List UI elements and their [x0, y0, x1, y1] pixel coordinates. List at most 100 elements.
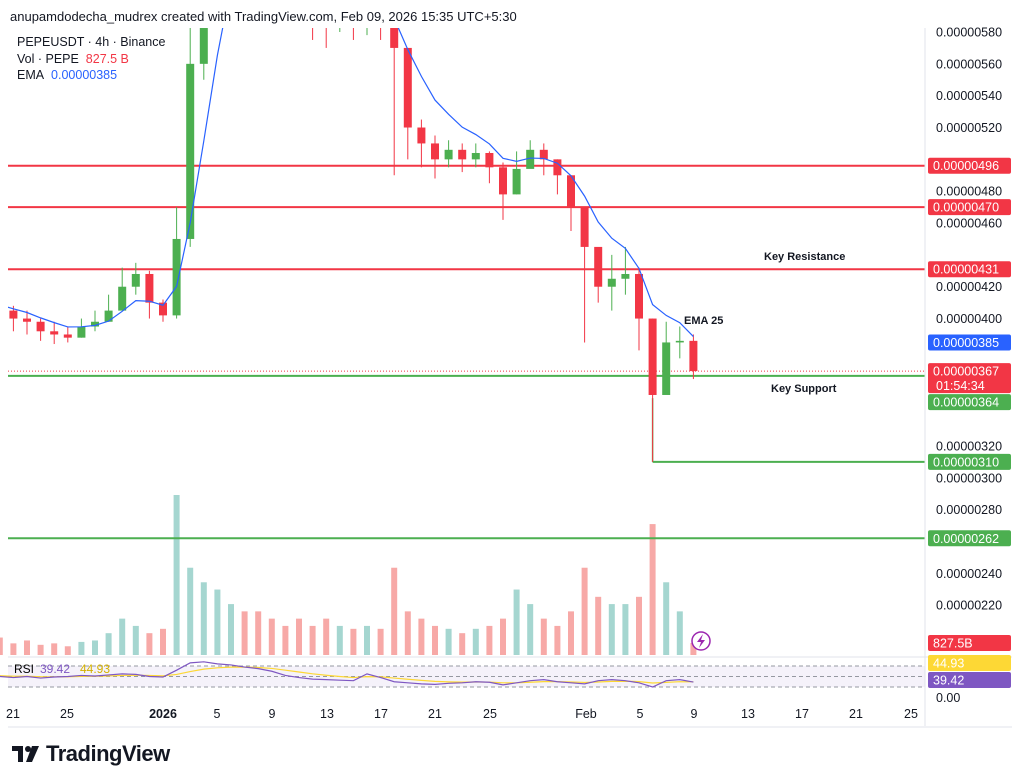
- time-tick: 17: [374, 707, 388, 721]
- volume-legend[interactable]: Vol · PEPE 827.5 B: [17, 51, 165, 68]
- price-tick: 0.00000540: [936, 89, 1002, 103]
- level-badge: 0.00000496: [928, 157, 1011, 174]
- volume-bar: [119, 618, 126, 655]
- candle: [118, 267, 127, 311]
- candle-body: [458, 149, 467, 160]
- candle-body: [77, 326, 86, 338]
- candle-body: [186, 63, 195, 239]
- level-badge-text: 0.00000262: [933, 532, 999, 546]
- level-badge: 0.00000310: [928, 453, 1011, 470]
- time-tick: 21: [849, 707, 863, 721]
- candle: [377, 16, 385, 40]
- candle-body: [444, 149, 453, 160]
- tv-logo-icon: [12, 746, 39, 762]
- chart-legend: PEPEUSDT · 4h · Binance Vol · PEPE 827.5…: [17, 34, 165, 84]
- volume-bar: [486, 625, 493, 655]
- volume-bar: [105, 633, 112, 655]
- time-tick: 13: [741, 707, 755, 721]
- volume-bar: [676, 611, 683, 655]
- volume-bar: [64, 646, 71, 655]
- volume-bar: [173, 495, 180, 655]
- candle: [63, 326, 72, 343]
- volume-bar: [513, 589, 520, 655]
- candle: [621, 246, 630, 295]
- time-tick: 9: [691, 707, 698, 721]
- candle-body: [675, 340, 684, 343]
- volume-bar: [608, 604, 615, 655]
- candle-body: [36, 321, 45, 332]
- volume-bar: [214, 589, 221, 655]
- price-tick: 0.00000560: [936, 57, 1002, 71]
- rsi-legend-label: RSI: [14, 662, 34, 676]
- candle: [594, 246, 603, 303]
- candle-body: [580, 207, 589, 247]
- volume-bar: [296, 618, 302, 655]
- price-tick: 0.00000280: [936, 503, 1002, 517]
- volume-bar: [255, 611, 262, 655]
- time-tick: 21: [6, 707, 20, 721]
- time-axis: 21 25 2026 5 9 13 17 21 25 Feb 5 9 13 17 21 25: [6, 707, 1012, 728]
- candle: [553, 159, 562, 195]
- symbol-info[interactable]: PEPEUSDT · 4h · Binance: [17, 35, 166, 49]
- rsi-badge-text: 39.42: [933, 674, 964, 688]
- candle: [50, 321, 59, 345]
- volume-bar: [568, 611, 574, 655]
- candle: [675, 326, 684, 359]
- time-tick: 25: [483, 707, 497, 721]
- ema-legend[interactable]: EMA 0.00000385: [17, 67, 165, 84]
- ema-line: [8, 28, 694, 337]
- candle-body: [63, 334, 72, 338]
- price-axis: 0.00000580 0.00000560 0.00000540 0.00000520…: [924, 26, 1002, 726]
- volume-bar: [432, 625, 438, 655]
- candle-body: [9, 310, 18, 319]
- candle: [77, 318, 86, 338]
- candle-body: [553, 159, 562, 176]
- candle-body: [431, 143, 439, 160]
- candle: [458, 143, 467, 173]
- time-tick: 13: [320, 707, 334, 721]
- candle: [539, 143, 548, 176]
- candle: [390, 28, 399, 176]
- level-badge-bg: [928, 199, 1011, 216]
- volume-bar: [200, 582, 207, 655]
- level-badge-bg: [928, 453, 1011, 470]
- time-tick: 2026: [149, 707, 177, 721]
- volume-bar: [391, 567, 398, 655]
- price-tick: 0.00000480: [936, 185, 1002, 199]
- volume-bar: [146, 633, 153, 655]
- time-tick: Feb: [575, 707, 597, 721]
- volume-bar: [10, 643, 17, 655]
- time-tick: 9: [269, 707, 276, 721]
- candle: [186, 28, 195, 247]
- price-tick: 0.00000300: [936, 471, 1002, 485]
- candle-body: [91, 321, 99, 327]
- candle: [444, 140, 453, 168]
- level-label: Key Resistance: [764, 251, 845, 263]
- time-tick: 5: [214, 707, 221, 721]
- candle: [635, 267, 643, 351]
- candle-body: [621, 273, 630, 279]
- tradingview-logo[interactable]: TradingView: [12, 741, 170, 767]
- candle-body: [417, 127, 426, 144]
- candle: [312, 28, 314, 40]
- last-price-badge-text: 0.00000367: [933, 365, 999, 379]
- candle: [172, 207, 181, 319]
- rsi-badge-bg: [928, 672, 1011, 688]
- volume-badge-bg: [928, 635, 1011, 651]
- candle-body: [377, 16, 385, 22]
- volume-bar: [336, 625, 343, 655]
- volume-bar: [323, 618, 330, 655]
- rsi-legend-value: 39.42: [40, 662, 70, 676]
- candle: [366, 28, 368, 36]
- time-tick: 25: [904, 707, 918, 721]
- candle-body: [471, 152, 480, 160]
- candle: [648, 318, 657, 462]
- candle-body: [336, 13, 344, 16]
- candle: [91, 310, 99, 332]
- candle-body: [635, 273, 643, 319]
- volume-bar: [132, 625, 139, 655]
- ema-value: 0.00000385: [51, 68, 118, 82]
- lightning-icon[interactable]: [691, 631, 711, 651]
